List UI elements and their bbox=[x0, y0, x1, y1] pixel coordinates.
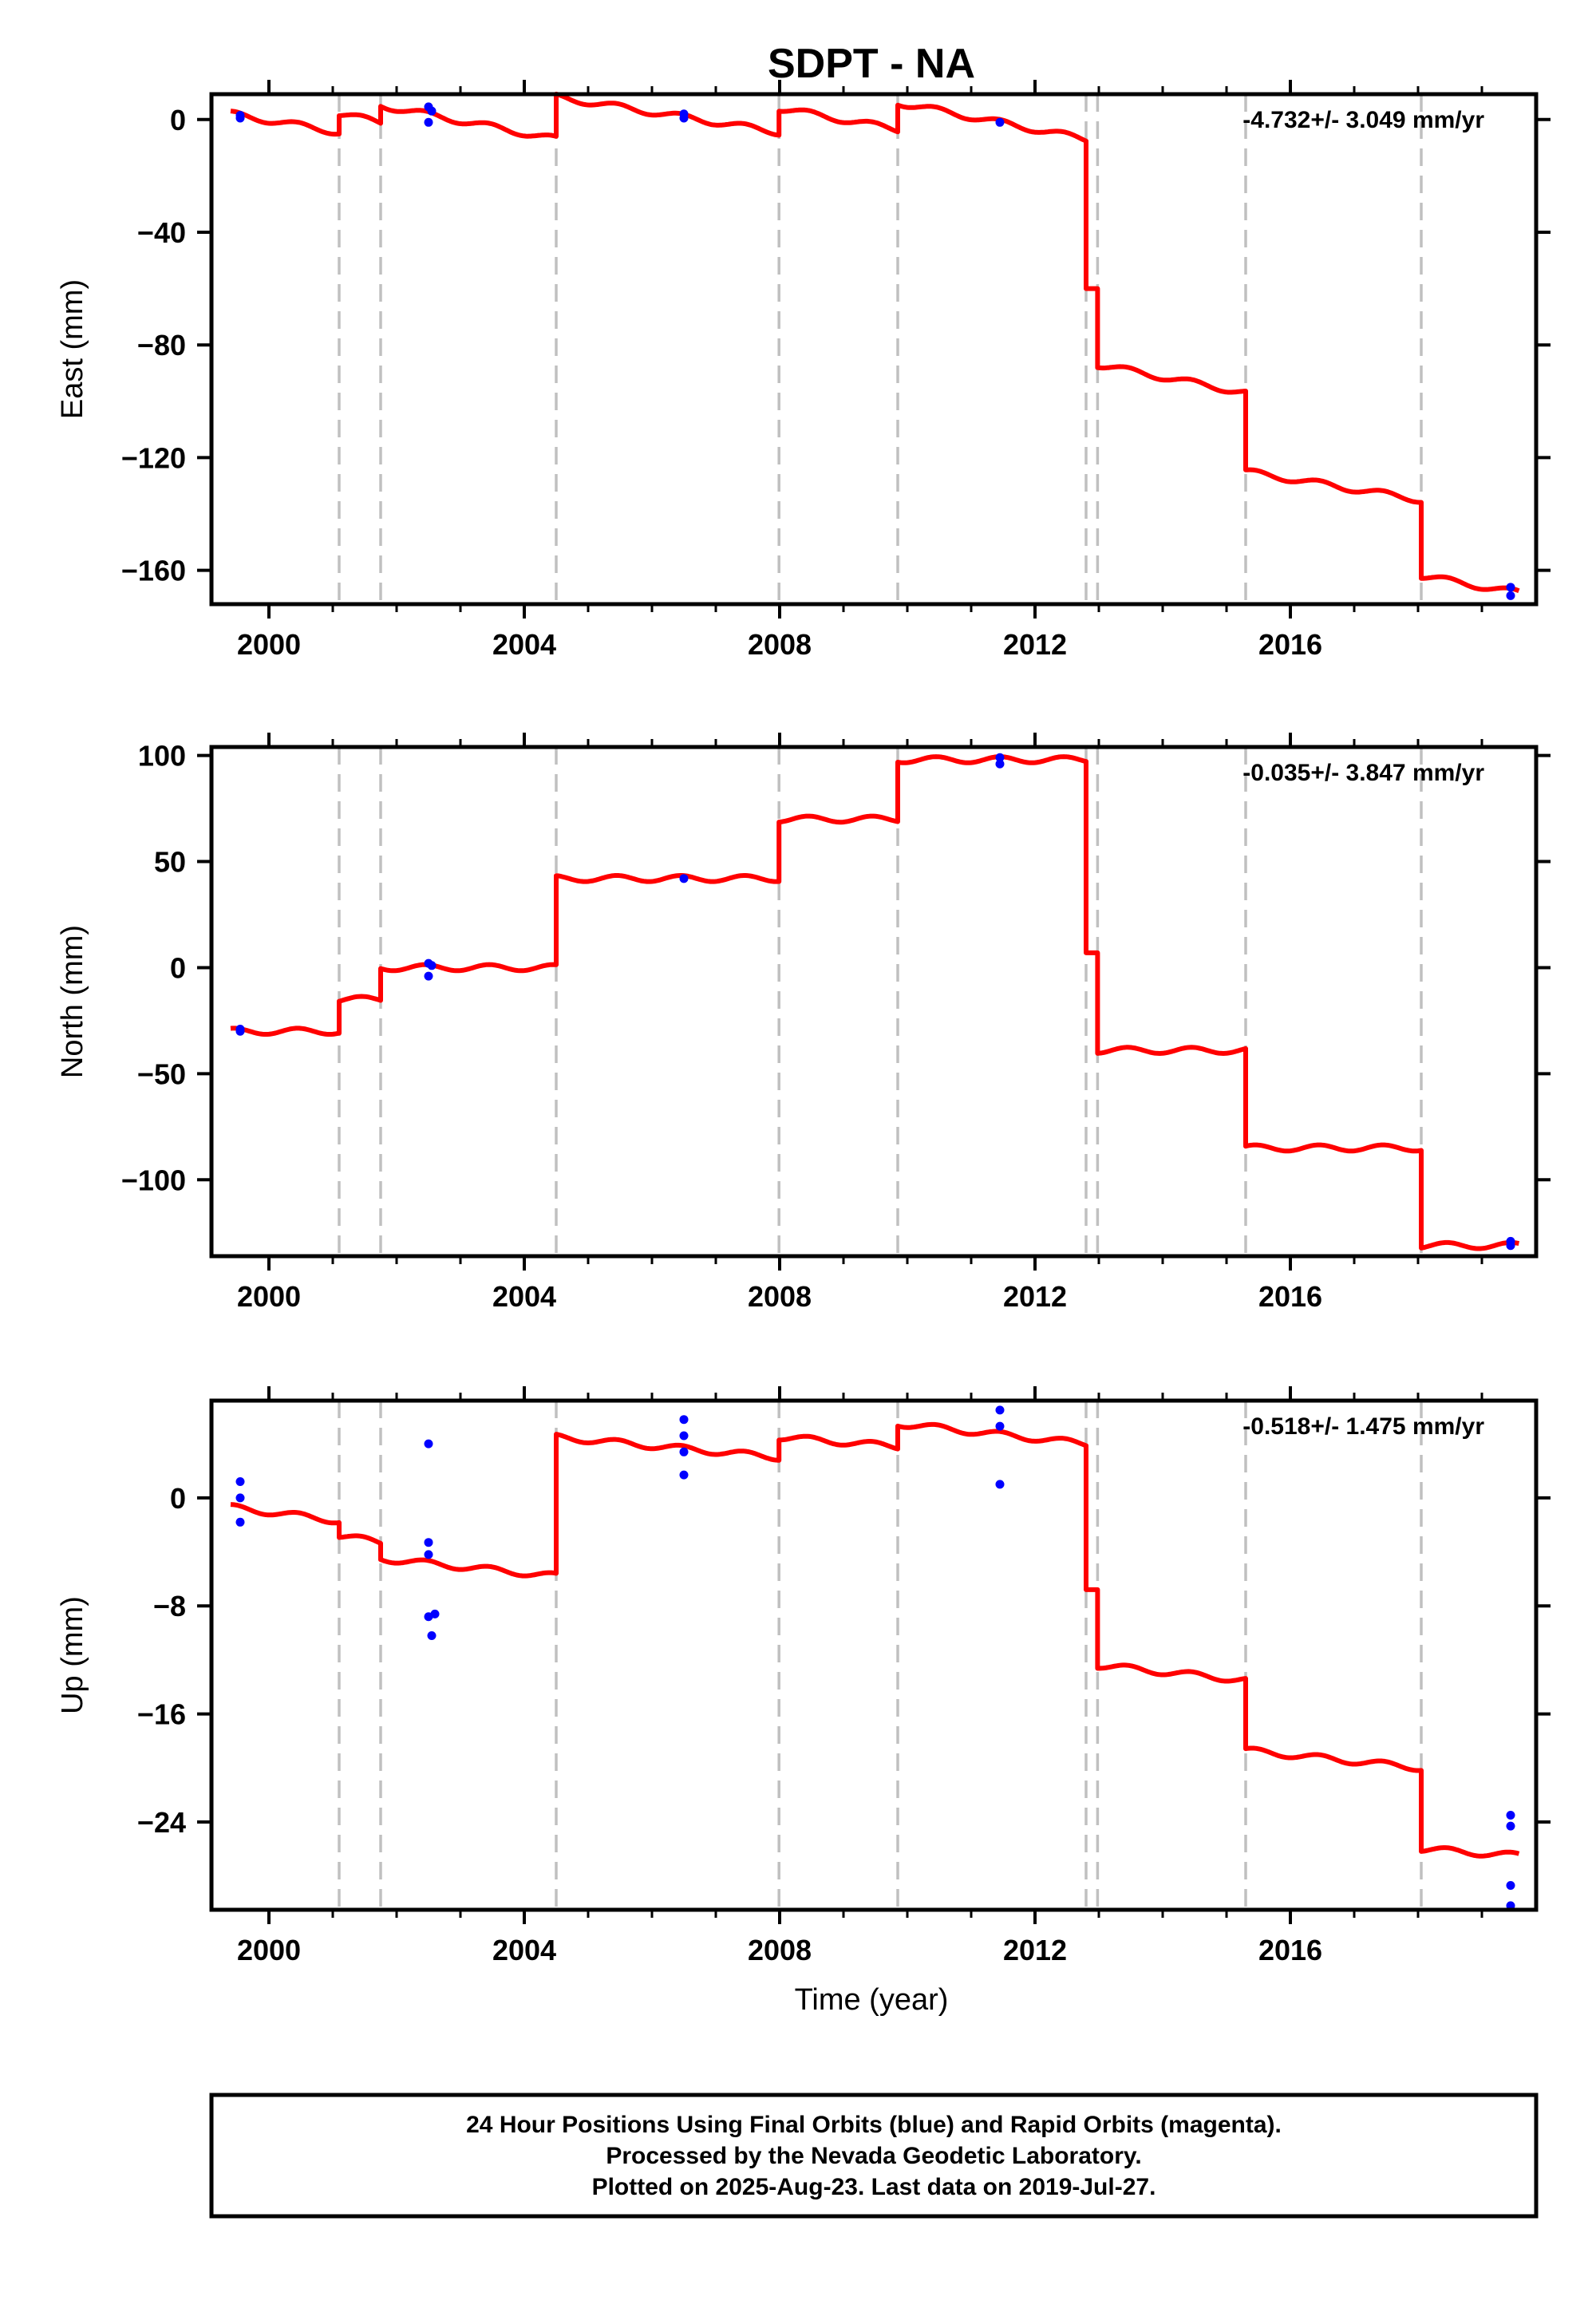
y-tick-label: −40 bbox=[137, 216, 186, 249]
y-tick-label: −100 bbox=[121, 1164, 186, 1196]
data-point-4 bbox=[427, 106, 437, 116]
x-tick-label: 2004 bbox=[492, 1934, 556, 1966]
data-point-2 bbox=[235, 1026, 245, 1036]
y-tick-label: −8 bbox=[153, 1590, 186, 1622]
data-point-18 bbox=[1506, 1821, 1515, 1831]
y-axis-title: Up (mm) bbox=[56, 1596, 89, 1714]
data-point-13 bbox=[679, 1470, 689, 1480]
y-tick-label: 0 bbox=[170, 1482, 186, 1515]
data-point-8 bbox=[430, 1609, 440, 1618]
x-tick-label: 2008 bbox=[748, 1934, 812, 1966]
plot-frame bbox=[209, 1398, 1539, 1912]
y-tick-label: −120 bbox=[121, 441, 186, 474]
y-tick-label: −80 bbox=[137, 329, 186, 362]
x-tick-label: 2016 bbox=[1258, 1934, 1322, 1966]
x-tick-label: 2012 bbox=[1003, 628, 1067, 661]
data-point-2 bbox=[235, 1493, 245, 1503]
x-tick-label: 2012 bbox=[1003, 1934, 1067, 1966]
data-point-4 bbox=[424, 1439, 433, 1448]
y-tick-label: −160 bbox=[121, 555, 186, 587]
panels-group: 2000 2004 2008 2012 20160−40−80−120−160East … bbox=[56, 80, 1551, 1966]
data-point-10 bbox=[1506, 591, 1515, 600]
y-axis-title: North (mm) bbox=[56, 925, 89, 1078]
data-point-14 bbox=[995, 1405, 1005, 1415]
footer-box: 24 Hour Positions Using Final Orbits (bl… bbox=[209, 2093, 1539, 2219]
panel-3: 2000 2004 2008 2012 2016 0 −8 −16 −24 Up (mm) -0.5… bbox=[56, 1386, 1551, 1966]
data-point-6 bbox=[679, 874, 689, 883]
plot-frame bbox=[209, 92, 1539, 607]
rate-annotation: -4.732+/- 3.049 mm/yr bbox=[1242, 107, 1484, 133]
data-point-8 bbox=[995, 759, 1005, 769]
footer-line-3: Plotted on 2025-Aug-23. Last data on 201… bbox=[592, 2174, 1156, 2200]
x-tick-label: 2016 bbox=[1258, 628, 1322, 661]
data-point-6 bbox=[424, 1550, 433, 1559]
data-point-9 bbox=[1506, 583, 1515, 592]
panel-1: 2000 2004 2008 2012 2016 0 −40 −80 −120 −160 East … bbox=[56, 80, 1551, 661]
model-line bbox=[230, 1421, 1520, 1859]
x-tick-label: 2008 bbox=[748, 1280, 812, 1313]
model-line bbox=[230, 91, 1520, 594]
x-tick-label: 2000 bbox=[237, 1934, 301, 1966]
x-tick-label: 2008 bbox=[748, 628, 812, 661]
data-point-7 bbox=[679, 113, 689, 123]
x-tick-label: 2004 bbox=[492, 628, 556, 661]
data-point-4 bbox=[427, 961, 437, 970]
x-tick-label: 2012 bbox=[1003, 1280, 1067, 1313]
rate-annotation: -0.035+/- 3.847 mm/yr bbox=[1242, 760, 1484, 786]
data-point-5 bbox=[424, 1538, 433, 1547]
model-line bbox=[230, 754, 1520, 1251]
data-point-16 bbox=[995, 1480, 1005, 1489]
data-point-2 bbox=[235, 113, 245, 123]
x-tick-label: 2000 bbox=[237, 1280, 301, 1313]
data-point-12 bbox=[679, 1447, 689, 1456]
x-tick-label: 2004 bbox=[492, 1280, 556, 1313]
footer-line-1: 24 Hour Positions Using Final Orbits (bl… bbox=[466, 2112, 1282, 2138]
data-point-8 bbox=[995, 117, 1005, 127]
y-tick-label: 0 bbox=[170, 951, 186, 984]
y-tick-label: −16 bbox=[137, 1698, 186, 1731]
x-tick-label: 2000 bbox=[237, 628, 301, 661]
data-point-19 bbox=[1506, 1881, 1515, 1891]
data-point-7 bbox=[995, 753, 1005, 762]
data-point-5 bbox=[424, 117, 433, 127]
y-tick-label: 50 bbox=[154, 846, 186, 879]
data-point-10 bbox=[679, 1415, 689, 1425]
data-point-10 bbox=[1506, 1241, 1515, 1251]
rate-annotation: -0.518+/- 1.475 mm/yr bbox=[1242, 1413, 1484, 1440]
y-tick-label: −24 bbox=[137, 1806, 186, 1839]
data-point-3 bbox=[235, 1517, 245, 1527]
data-point-9 bbox=[427, 1630, 437, 1640]
footer-line-2: Processed by the Nevada Geodetic Laborat… bbox=[606, 2143, 1141, 2169]
footer-frame bbox=[209, 2093, 1539, 2219]
data-point-5 bbox=[424, 971, 433, 981]
plot-frame bbox=[209, 745, 1539, 1259]
panel-2: 2000 2004 2008 2012 2016 100 50 0 −50 −100 North (… bbox=[56, 733, 1551, 1313]
data-point-11 bbox=[679, 1431, 689, 1441]
y-tick-label: 100 bbox=[138, 740, 186, 773]
x-axis-title: Time (year) bbox=[795, 1983, 949, 2017]
data-point-17 bbox=[1506, 1811, 1515, 1820]
y-tick-label: 0 bbox=[170, 104, 186, 136]
chart-title: SDPT - NA bbox=[768, 41, 975, 87]
data-point-15 bbox=[995, 1421, 1005, 1431]
y-axis-title: East (mm) bbox=[56, 279, 89, 419]
x-tick-label: 2016 bbox=[1258, 1280, 1322, 1313]
y-tick-label: −50 bbox=[137, 1057, 186, 1090]
data-point-1 bbox=[235, 1477, 245, 1487]
